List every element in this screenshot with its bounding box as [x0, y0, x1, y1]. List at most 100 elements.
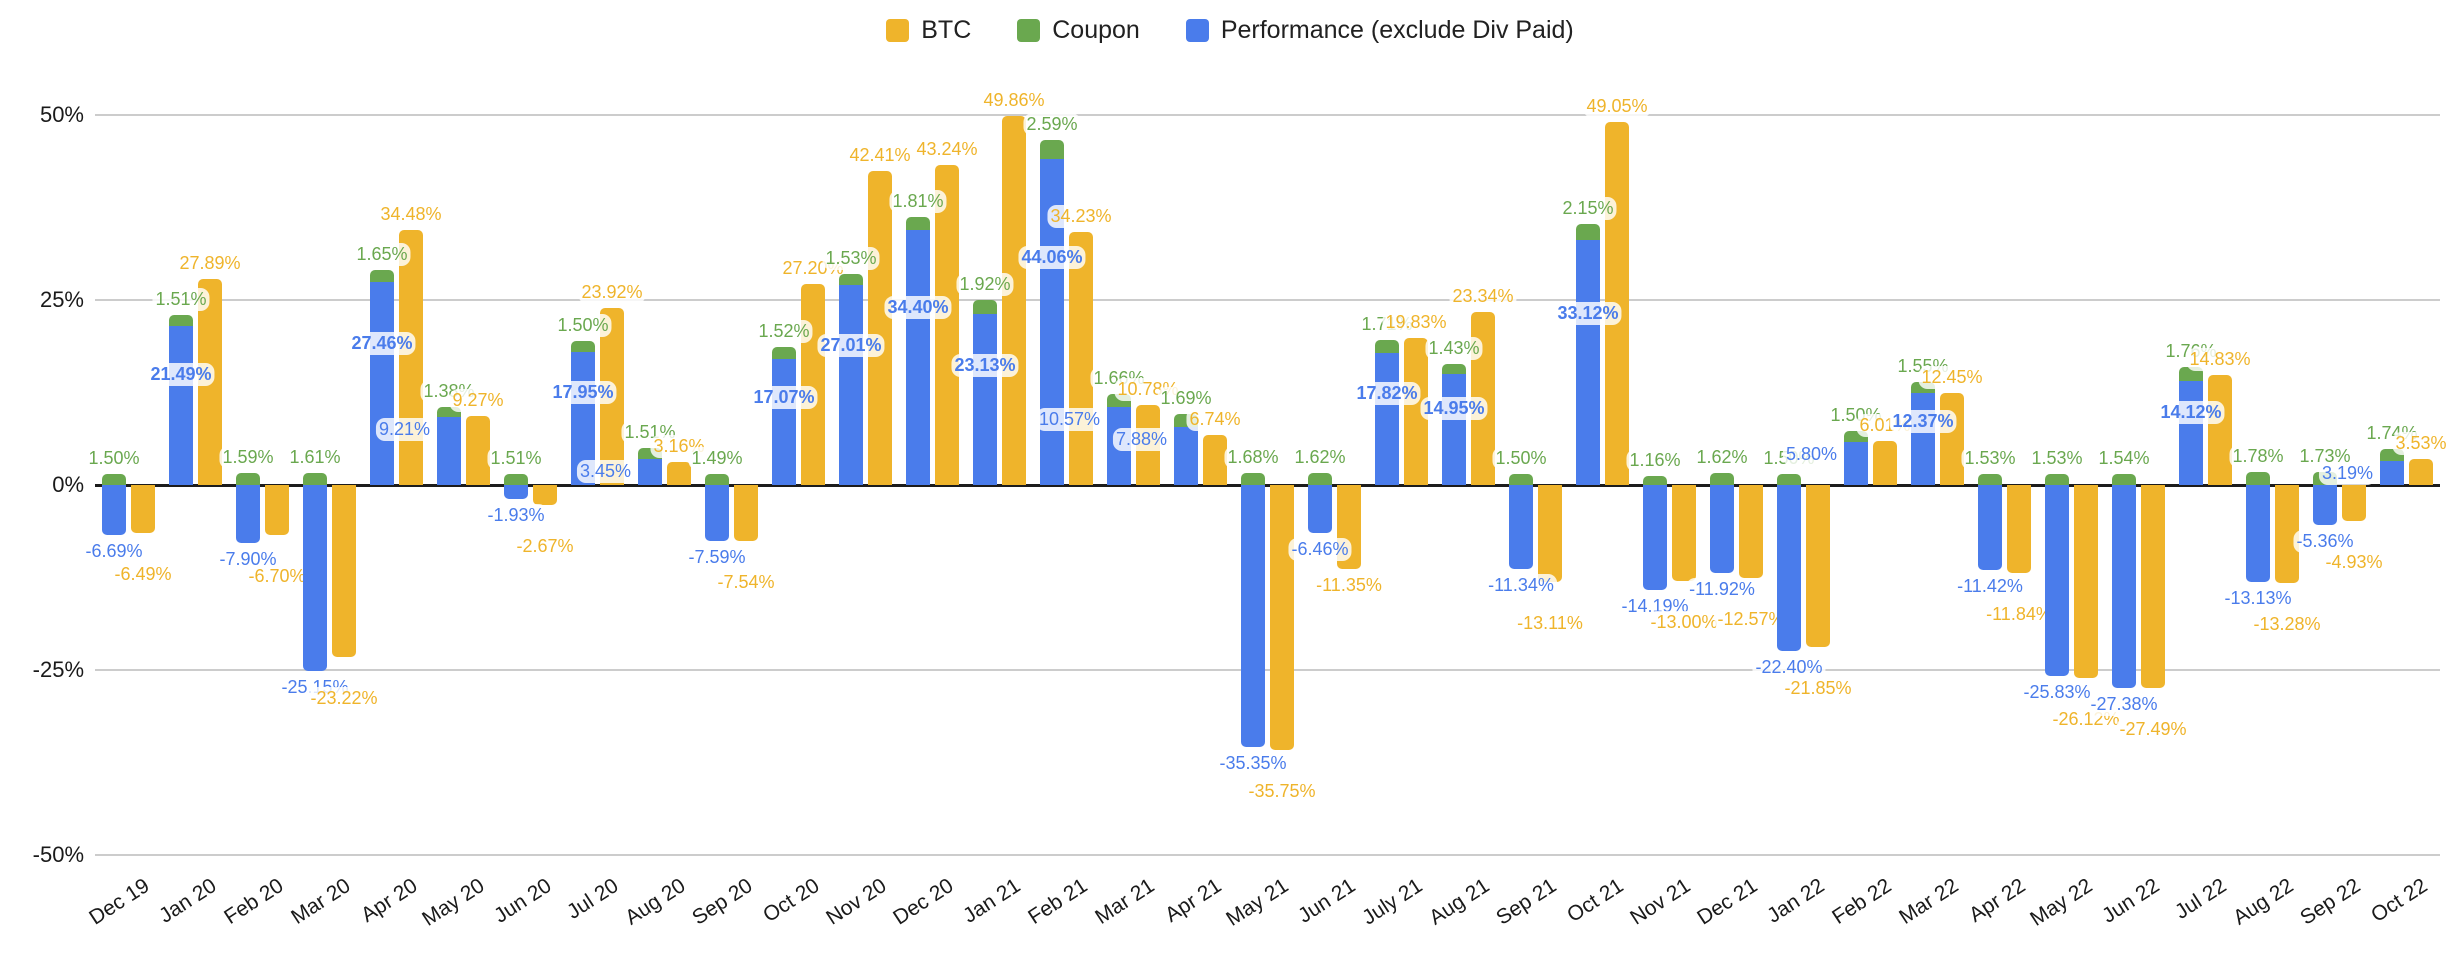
bar-coupon-nov-21[interactable] [1643, 476, 1667, 485]
label-performance-feb-21: 44.06% [1018, 245, 1086, 269]
bar-btc-may-20[interactable] [466, 416, 490, 485]
bar-performance-may-21[interactable] [1241, 485, 1265, 747]
bar-performance-sep-21[interactable] [1509, 485, 1533, 569]
bar-performance-apr-22[interactable] [1978, 485, 2002, 570]
label-coupon-jul-20: 1.50% [554, 314, 612, 338]
bar-performance-apr-20[interactable] [370, 281, 394, 485]
bar-coupon-jun-20[interactable] [504, 473, 528, 485]
bar-btc-sep-22[interactable] [2342, 485, 2366, 522]
bar-coupon-dec-21[interactable] [1710, 473, 1734, 485]
bar-btc-jul-22[interactable] [2208, 375, 2232, 485]
bar-btc-dec-21[interactable] [1739, 485, 1763, 579]
bar-performance-jun-22[interactable] [2112, 485, 2136, 688]
bar-performance-sep-20[interactable] [705, 485, 729, 542]
bar-coupon-may-20[interactable] [437, 406, 461, 417]
bar-coupon-may-22[interactable] [2045, 473, 2069, 485]
bar-performance-jun-20[interactable] [504, 485, 528, 500]
bar-coupon-may-21[interactable] [1241, 472, 1265, 485]
bar-performance-feb-20[interactable] [236, 485, 260, 544]
bar-btc-oct-20[interactable] [801, 283, 825, 485]
label-coupon-mar-20: 1.61% [286, 446, 344, 470]
bar-performance-may-22[interactable] [2045, 485, 2069, 677]
bar-performance-mar-22[interactable] [1911, 393, 1935, 485]
bar-performance-feb-22[interactable] [1844, 442, 1868, 485]
bar-coupon-jun-22[interactable] [2112, 473, 2136, 485]
bar-performance-oct-22[interactable] [2380, 461, 2404, 485]
bar-performance-dec-19[interactable] [102, 485, 126, 535]
bar-btc-apr-21[interactable] [1203, 435, 1227, 485]
legend-label-coupon: Coupon [1052, 16, 1140, 44]
bar-performance-oct-21[interactable] [1576, 239, 1600, 485]
bar-btc-apr-20[interactable] [399, 229, 423, 485]
bar-performance-july-21[interactable] [1375, 353, 1399, 485]
bar-btc-sep-21[interactable] [1538, 485, 1562, 582]
bar-btc-apr-22[interactable] [2007, 485, 2031, 573]
bar-coupon-apr-20[interactable] [370, 269, 394, 282]
bar-coupon-nov-20[interactable] [839, 273, 863, 286]
bar-coupon-jan-21[interactable] [973, 299, 997, 314]
label-coupon-feb-21: 2.59% [1023, 112, 1081, 136]
label-coupon-apr-22: 1.53% [1961, 446, 2019, 470]
label-performance-aug-21: 14.95% [1420, 396, 1488, 420]
bar-performance-aug-20[interactable] [638, 459, 662, 485]
bar-btc-jun-20[interactable] [533, 485, 557, 505]
bar-coupon-jan-22[interactable] [1777, 473, 1801, 485]
bar-btc-feb-20[interactable] [265, 485, 289, 535]
bar-coupon-mar-20[interactable] [303, 473, 327, 485]
bar-btc-feb-22[interactable] [1873, 440, 1897, 485]
label-performance-jul-20: 17.95% [549, 381, 617, 405]
bar-btc-dec-19[interactable] [131, 485, 155, 534]
bar-coupon-feb-20[interactable] [236, 473, 260, 485]
bar-btc-mar-20[interactable] [332, 485, 356, 657]
bar-coupon-feb-22[interactable] [1844, 430, 1868, 443]
bar-btc-jan-22[interactable] [1806, 485, 1830, 647]
bar-btc-aug-20[interactable] [667, 461, 691, 485]
bar-coupon-jan-20[interactable] [169, 314, 193, 326]
bar-btc-nov-21[interactable] [1672, 485, 1696, 582]
bar-performance-jan-20[interactable] [169, 325, 193, 485]
bar-coupon-dec-19[interactable] [102, 473, 126, 485]
bar-btc-feb-21[interactable] [1069, 231, 1093, 485]
bar-btc-sep-20[interactable] [734, 485, 758, 541]
bar-performance-nov-21[interactable] [1643, 485, 1667, 590]
bar-coupon-july-21[interactable] [1375, 340, 1399, 354]
bar-btc-may-21[interactable] [1270, 485, 1294, 750]
bar-coupon-oct-20[interactable] [772, 347, 796, 359]
bar-performance-jun-21[interactable] [1308, 485, 1332, 533]
bar-performance-jul-22[interactable] [2179, 380, 2203, 485]
bar-coupon-sep-21[interactable] [1509, 473, 1533, 485]
bar-btc-nov-20[interactable] [868, 171, 892, 485]
bar-performance-dec-20[interactable] [906, 230, 930, 485]
bar-performance-may-20[interactable] [437, 416, 461, 485]
bar-coupon-jul-20[interactable] [571, 341, 595, 353]
y-axis-label-50: 50% [39, 102, 84, 127]
bar-btc-jan-21[interactable] [1002, 116, 1026, 485]
bar-coupon-dec-20[interactable] [906, 217, 930, 231]
bar-btc-mar-22[interactable] [1940, 392, 1964, 485]
bar-coupon-apr-22[interactable] [1978, 473, 2002, 485]
bar-performance-apr-21[interactable] [1174, 426, 1198, 485]
bar-performance-dec-21[interactable] [1710, 485, 1734, 574]
bar-btc-dec-20[interactable] [935, 165, 959, 485]
bar-btc-jun-22[interactable] [2141, 485, 2165, 689]
bar-performance-jan-22[interactable] [1777, 485, 1801, 651]
bar-performance-aug-21[interactable] [1442, 374, 1466, 485]
bar-coupon-aug-22[interactable] [2246, 471, 2270, 485]
bar-coupon-feb-21[interactable] [1040, 139, 1064, 159]
bar-coupon-aug-21[interactable] [1442, 363, 1466, 375]
bar-btc-may-22[interactable] [2074, 485, 2098, 679]
bar-coupon-sep-20[interactable] [705, 473, 729, 485]
bar-performance-mar-20[interactable] [303, 485, 327, 672]
bar-performance-oct-20[interactable] [772, 358, 796, 485]
label-btc-mar-20: -23.22% [307, 686, 381, 710]
label-performance-mar-21: 10.57% [1035, 407, 1103, 431]
bar-performance-sep-22[interactable] [2313, 485, 2337, 525]
bar-coupon-aug-20[interactable] [638, 448, 662, 460]
bar-coupon-jun-21[interactable] [1308, 473, 1332, 485]
bar-performance-aug-22[interactable] [2246, 485, 2270, 583]
bar-coupon-oct-21[interactable] [1576, 224, 1600, 240]
bar-performance-jan-21[interactable] [973, 313, 997, 485]
bar-btc-oct-22[interactable] [2409, 458, 2433, 485]
bar-performance-nov-20[interactable] [839, 285, 863, 485]
